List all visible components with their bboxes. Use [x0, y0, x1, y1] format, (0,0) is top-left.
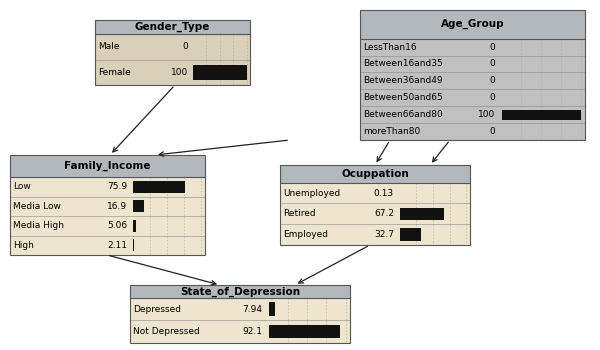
- Text: 0: 0: [489, 76, 495, 85]
- Text: Age_Group: Age_Group: [440, 19, 505, 29]
- Text: Low: Low: [13, 182, 31, 191]
- Text: Between36and49: Between36and49: [363, 76, 443, 85]
- Bar: [95, 20, 250, 85]
- Text: State_of_Depression: State_of_Depression: [180, 286, 300, 296]
- Text: 5.06: 5.06: [107, 221, 127, 230]
- Bar: [10, 177, 205, 255]
- Text: 7.94: 7.94: [242, 304, 262, 314]
- Text: Depressed: Depressed: [133, 304, 181, 314]
- Text: 67.2: 67.2: [374, 209, 394, 218]
- Bar: [130, 285, 350, 298]
- Text: 2.11: 2.11: [107, 241, 127, 250]
- Text: moreThan80: moreThan80: [363, 127, 420, 136]
- Bar: [502, 110, 581, 120]
- Bar: [280, 183, 470, 245]
- Text: Gender_Type: Gender_Type: [135, 22, 210, 32]
- Bar: [133, 201, 145, 212]
- Bar: [133, 220, 136, 232]
- Bar: [400, 228, 421, 241]
- Text: 75.9: 75.9: [107, 182, 127, 191]
- Bar: [280, 165, 470, 183]
- Bar: [360, 10, 585, 38]
- Bar: [400, 208, 445, 220]
- Bar: [10, 155, 205, 177]
- Text: 0.13: 0.13: [374, 189, 394, 197]
- Text: High: High: [13, 241, 34, 250]
- Text: Male: Male: [98, 42, 119, 51]
- Text: 0: 0: [489, 60, 495, 69]
- Text: 100: 100: [171, 68, 188, 77]
- Text: 16.9: 16.9: [107, 202, 127, 211]
- Text: Retired: Retired: [283, 209, 316, 218]
- Text: 100: 100: [478, 110, 495, 119]
- Text: 32.7: 32.7: [374, 230, 394, 239]
- Bar: [10, 155, 205, 255]
- Text: LessThan16: LessThan16: [363, 43, 416, 51]
- Bar: [269, 325, 340, 338]
- Text: 0: 0: [182, 42, 188, 51]
- Text: Between16and35: Between16and35: [363, 60, 443, 69]
- Bar: [360, 38, 585, 140]
- Text: Employed: Employed: [283, 230, 328, 239]
- Text: Not Depressed: Not Depressed: [133, 327, 200, 336]
- Text: Ocuppation: Ocuppation: [341, 169, 409, 179]
- Text: Between50and65: Between50and65: [363, 93, 443, 102]
- Text: Family_Income: Family_Income: [64, 161, 151, 171]
- Bar: [280, 165, 470, 245]
- Bar: [130, 285, 350, 343]
- Text: Media High: Media High: [13, 221, 64, 230]
- Bar: [360, 10, 585, 140]
- Bar: [193, 65, 247, 80]
- Text: Unemployed: Unemployed: [283, 189, 340, 197]
- Bar: [133, 181, 185, 193]
- Text: 92.1: 92.1: [242, 327, 262, 336]
- Bar: [130, 298, 350, 343]
- Text: Media Low: Media Low: [13, 202, 61, 211]
- Bar: [95, 34, 250, 85]
- Text: Between66and80: Between66and80: [363, 110, 443, 119]
- Bar: [269, 302, 275, 316]
- Bar: [95, 20, 250, 34]
- Bar: [133, 239, 134, 251]
- Text: 0: 0: [489, 93, 495, 102]
- Text: Female: Female: [98, 68, 131, 77]
- Text: 0: 0: [489, 43, 495, 51]
- Text: 0: 0: [489, 127, 495, 136]
